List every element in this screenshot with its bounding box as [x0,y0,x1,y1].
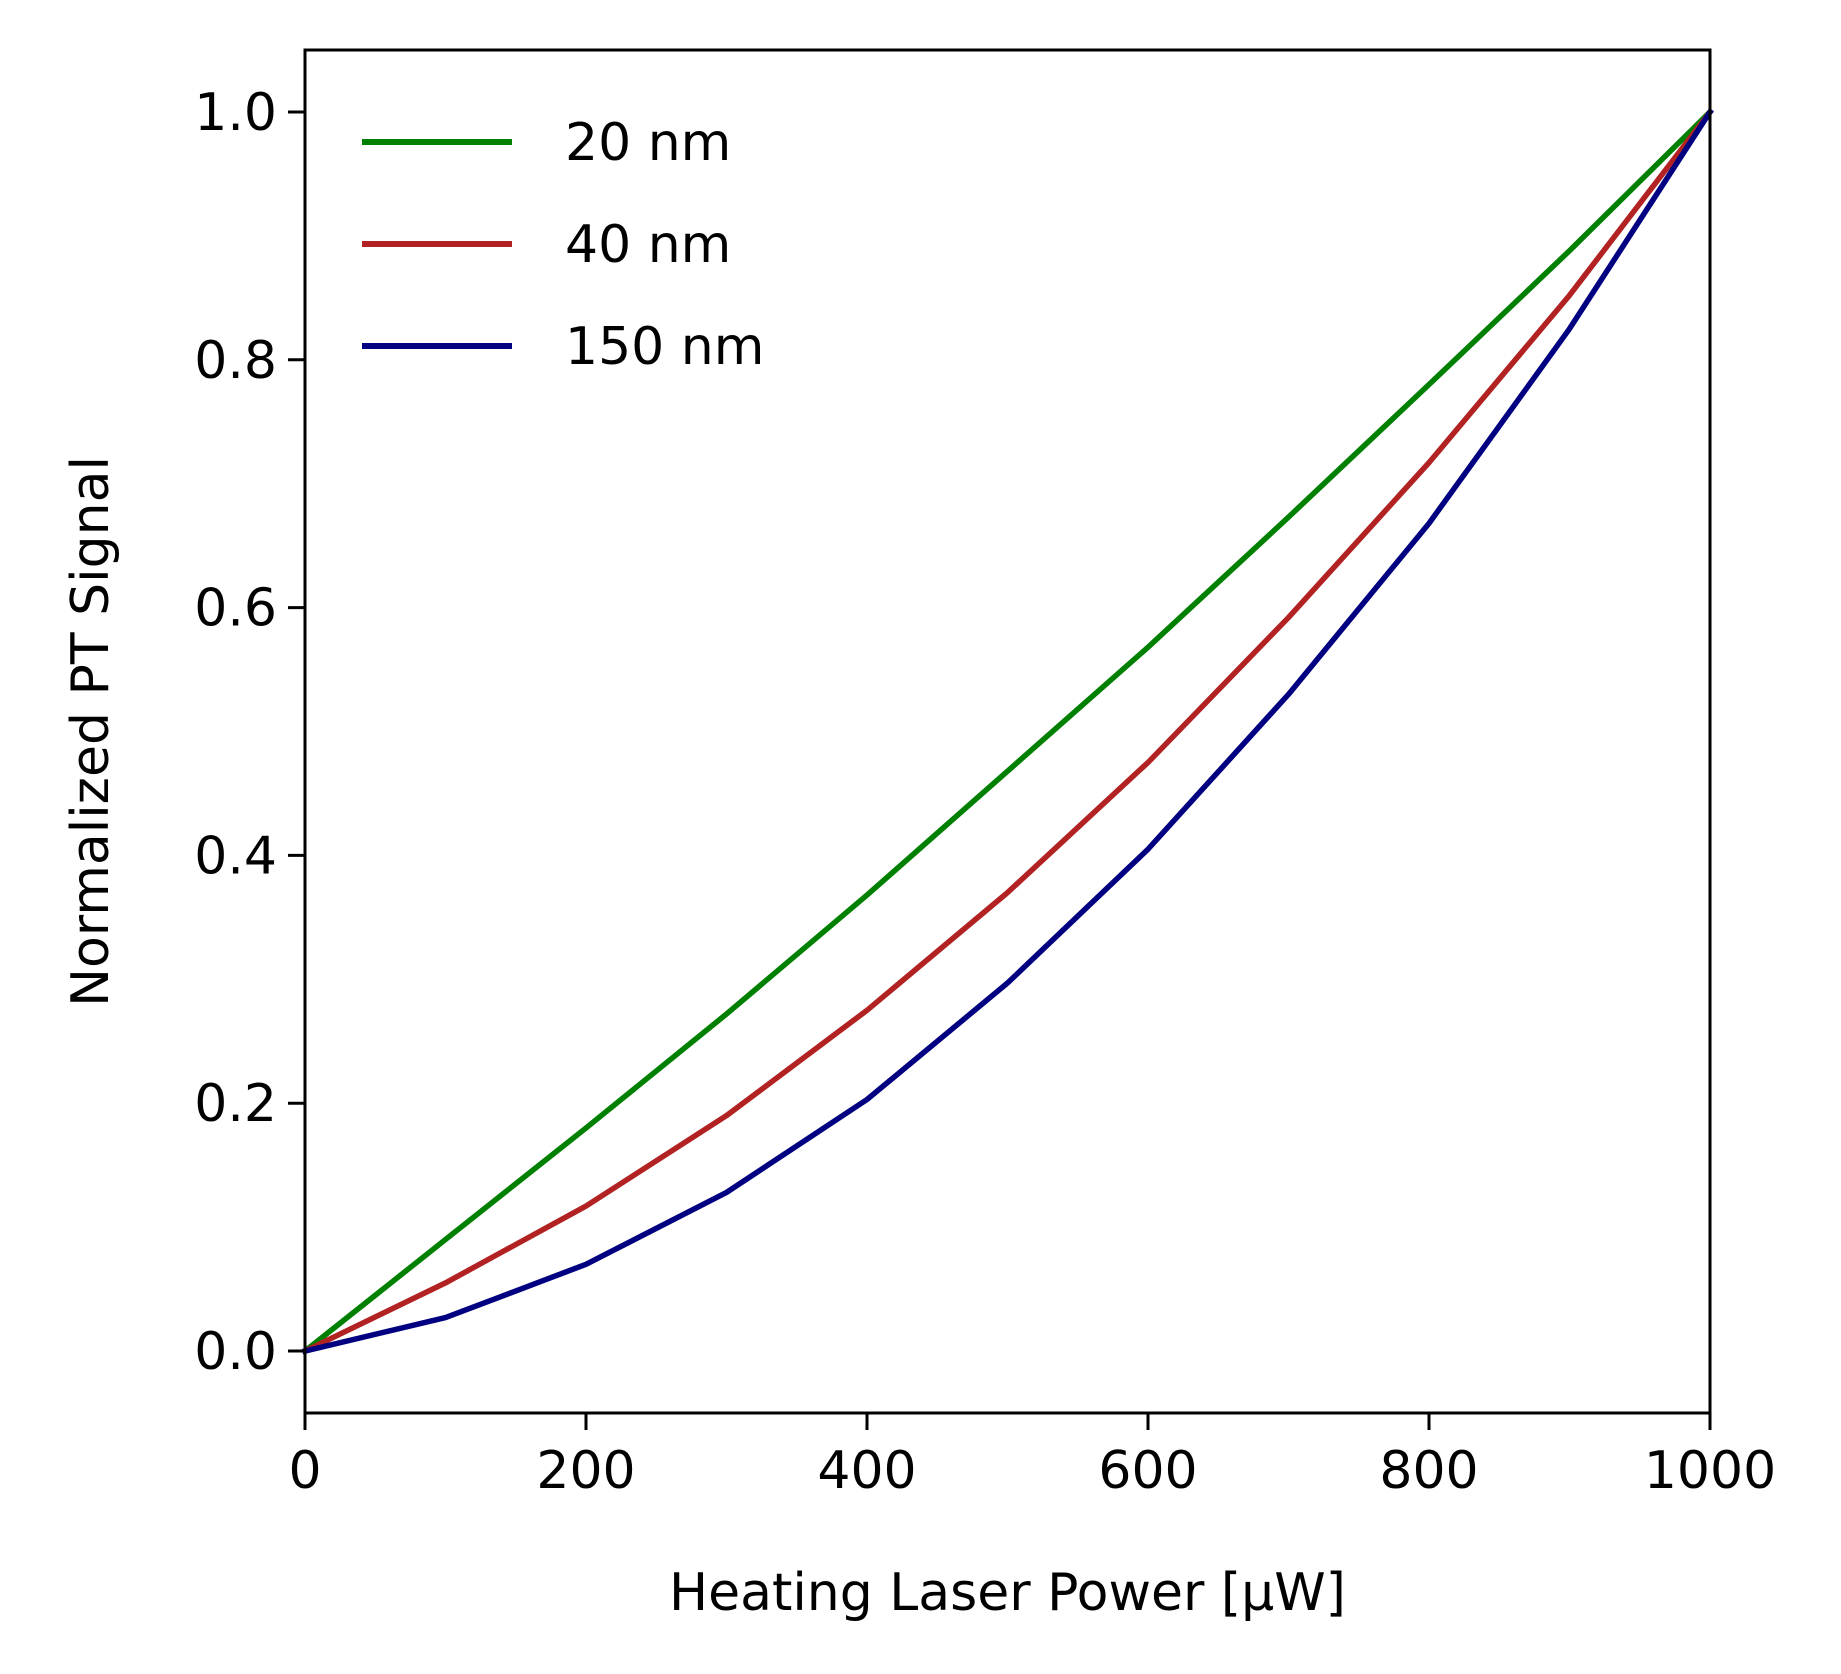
legend-label-40-nm: 40 nm [565,215,731,275]
y-axis-label: Normalized PT Signal [61,456,121,1007]
x-tick-label: 800 [1379,1441,1478,1501]
x-axis-label: Heating Laser Power [μW] [669,1563,1346,1623]
y-tick-label: 0.4 [194,826,277,886]
legend-label-20-nm: 20 nm [565,113,731,173]
y-tick-label: 0.8 [194,331,277,391]
y-tick-label: 1.0 [194,83,277,143]
y-tick-label: 0.0 [194,1322,277,1382]
x-tick-label: 0 [288,1441,321,1501]
y-tick-label: 0.2 [194,1074,277,1134]
y-tick-label: 0.6 [194,579,277,639]
x-tick-label: 200 [536,1441,635,1501]
legend-label-150-nm: 150 nm [565,317,764,377]
x-tick-label: 400 [817,1441,916,1501]
x-tick-label: 1000 [1644,1441,1776,1501]
x-tick-label: 600 [1098,1441,1197,1501]
